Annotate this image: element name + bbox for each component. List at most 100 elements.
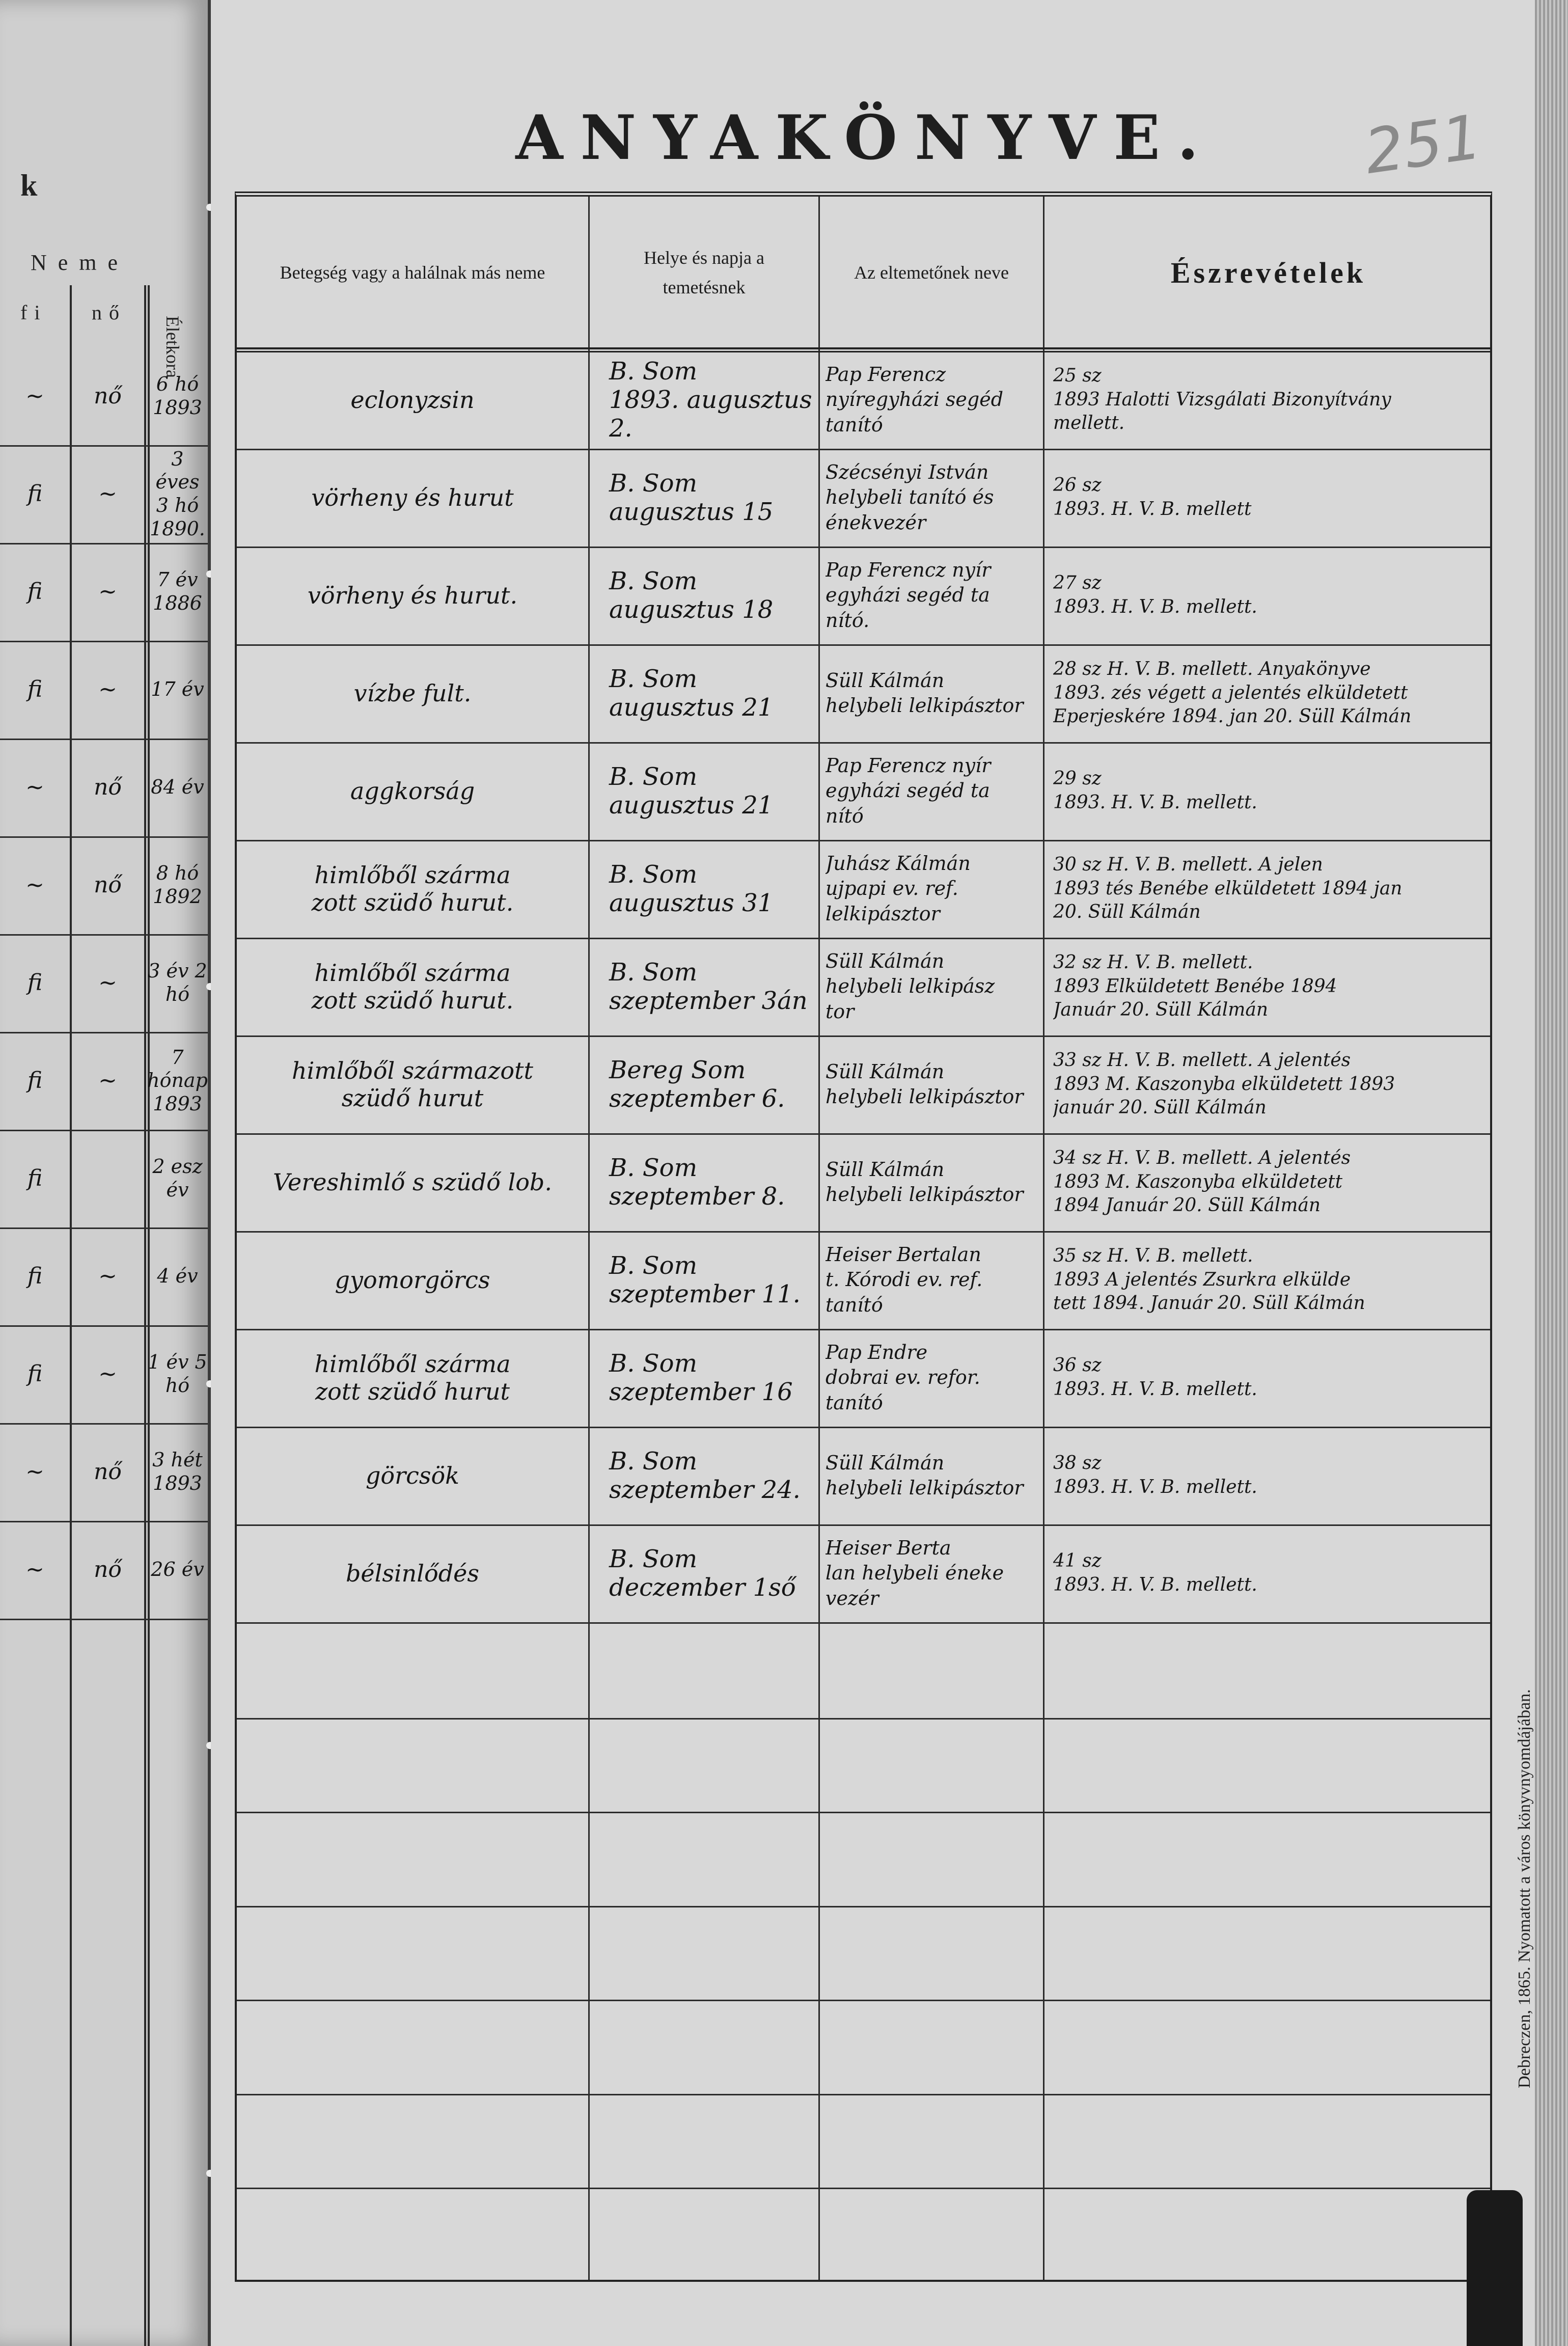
- burial-place-date-cell: B. Som szeptember 11.: [594, 1233, 830, 1327]
- lp-row-divider: [0, 739, 208, 740]
- female-cell: nő: [94, 1458, 122, 1485]
- officiant-name-cell-text: Süll Kálmán helybeli lelkipásztor: [826, 1451, 1024, 1499]
- officiant-name-cell-text: Juhász Kálmán ujpapi ev. ref. lelkipászt…: [826, 852, 971, 925]
- right-page: [211, 0, 1535, 2346]
- burial-place-date-cell: B. Som augusztus 15: [594, 450, 830, 545]
- register-title: ANYAKÖNYVE.: [515, 102, 1216, 174]
- cause-cell: gyomorgörcs: [241, 1233, 584, 1327]
- blank-row-divider: [237, 2000, 1490, 2002]
- officiant-name-cell: Süll Kálmán helybeli lelkipásztor: [826, 1428, 1039, 1523]
- remarks-cell-text: 36 sz 1893. H. V. B. mellett.: [1053, 1355, 1257, 1400]
- officiant-name-cell: Juhász Kálmán ujpapi ev. ref. lelkipászt…: [826, 841, 1039, 936]
- cause-cell: himlőből szárma zott szüdő hurut.: [241, 939, 584, 1034]
- age-cell: 8 hó 1892: [153, 862, 202, 908]
- remarks-cell: 36 sz 1893. H. V. B. mellett.: [1053, 1330, 1483, 1425]
- burial-place-date-cell-text: B. Som augusztus 15: [609, 469, 774, 526]
- cause-cell-text: himlőből szárma zott szüdő hurut.: [311, 959, 514, 1014]
- header-divider: [237, 347, 1490, 352]
- column-header-cause: Betegség vagy a halálnak más neme: [280, 262, 545, 283]
- cause-cell: vízbe fult.: [241, 646, 584, 741]
- female-cell: nő: [94, 871, 122, 898]
- row-divider: [237, 742, 1490, 744]
- female-cell: ~: [98, 480, 117, 507]
- officiant-name-cell-text: Heiser Bertalan t. Kórodi ev. ref. tanít…: [826, 1243, 983, 1316]
- lp-row-divider: [0, 1325, 208, 1327]
- officiant-name-cell-text: Pap Ferencz nyíregyházi segéd tanító: [826, 363, 1004, 436]
- blank-row-divider: [237, 2093, 1490, 2095]
- age-cell: 3 éves 3 hó 1890.: [150, 447, 205, 540]
- lp-divider: [148, 285, 150, 2346]
- lp-divider: [70, 285, 72, 2346]
- lp-row-divider: [0, 641, 208, 642]
- remarks-cell-text: 26 sz 1893. H. V. B. mellett: [1053, 475, 1252, 520]
- burial-place-date-cell: B. Som augusztus 21: [594, 744, 830, 838]
- remarks-cell: 34 sz H. V. B. mellett. A jelentés 1893 …: [1053, 1135, 1483, 1230]
- male-cell: fi: [27, 1067, 43, 1094]
- cause-cell-text: vízbe fult.: [353, 679, 472, 707]
- row-divider: [237, 1622, 1490, 1624]
- lp-divider: [144, 285, 146, 2346]
- printer-note: Debreczen, 1865. Nyomatott a város könyv…: [1515, 1689, 1534, 2088]
- officiant-name-cell: Pap Endre dobrai ev. refor. tanító: [826, 1330, 1039, 1425]
- cause-cell-text: himlőből szárma zott szüdő hurut: [314, 1350, 511, 1405]
- officiant-name-cell-text: Heiser Berta lan helybeli éneke vezér: [826, 1536, 1004, 1610]
- burial-place-date-cell: Bereg Som szeptember 6.: [594, 1037, 830, 1132]
- officiant-name-cell-text: Pap Ferencz nyír egyházi segéd ta nító.: [826, 558, 991, 632]
- lp-row-divider: [0, 543, 208, 544]
- remarks-cell-text: 41 sz 1893. H. V. B. mellett.: [1053, 1550, 1257, 1595]
- age-cell: 84 év: [151, 776, 204, 799]
- remarks-cell-text: 35 sz H. V. B. mellett. 1893 A jelentés …: [1053, 1245, 1365, 1314]
- left-page-heading-fragment: k: [20, 169, 38, 202]
- cause-cell: bélsinlődés: [241, 1526, 584, 1621]
- age-cell: 26 év: [151, 1558, 204, 1581]
- column-divider: [818, 197, 820, 2280]
- officiant-name-cell: Pap Ferencz nyíregyházi segéd tanító: [826, 352, 1039, 447]
- cause-cell-text: görcsök: [365, 1462, 460, 1489]
- row-divider: [237, 1231, 1490, 1233]
- burial-place-date-cell-text: B. Som szeptember 11.: [609, 1251, 801, 1308]
- burial-place-date-cell-text: B. Som augusztus 21: [609, 762, 774, 820]
- remarks-cell-text: 29 sz 1893. H. V. B. mellett.: [1053, 768, 1257, 813]
- officiant-name-cell: Süll Kálmán helybeli lelkipász tor: [826, 939, 1039, 1034]
- burial-place-date-cell-text: B. Som augusztus 31: [609, 860, 774, 917]
- cause-cell-text: Vereshimlő s szüdő lob.: [273, 1168, 552, 1196]
- age-cell: 7 év 1886: [153, 568, 202, 614]
- lp-row-divider: [0, 836, 208, 838]
- lp-row-divider: [0, 1032, 208, 1033]
- burial-place-date-cell: B. Som augusztus 31: [594, 841, 830, 936]
- burial-place-date-cell-text: B. Som augusztus 21: [609, 665, 774, 722]
- female-cell: ~: [98, 578, 117, 605]
- row-divider: [237, 547, 1490, 548]
- cause-cell-text: vörheny és hurut.: [307, 582, 518, 609]
- page-edges: [1535, 0, 1568, 2346]
- burial-place-date-cell: B. Som szeptember 24.: [594, 1428, 830, 1523]
- burial-place-date-cell-text: Bereg Som szeptember 6.: [609, 1056, 785, 1113]
- officiant-name-cell: Pap Ferencz nyír egyházi segéd ta nító: [826, 744, 1039, 838]
- officiant-name-cell: Süll Kálmán helybeli lelkipásztor: [826, 646, 1039, 741]
- cause-cell-text: himlőből szárma zott szüdő hurut.: [311, 861, 514, 916]
- row-divider: [237, 449, 1490, 450]
- row-divider: [237, 1524, 1490, 1526]
- burial-place-date-cell-text: B. Som szeptember 16: [609, 1349, 793, 1406]
- male-cell: fi: [27, 578, 43, 605]
- cause-cell-text: aggkorság: [350, 777, 475, 805]
- remarks-cell-text: 38 sz 1893. H. V. B. mellett.: [1053, 1453, 1257, 1497]
- male-header: fi: [20, 301, 47, 324]
- remarks-cell: 32 sz H. V. B. mellett. 1893 Elküldetett…: [1053, 939, 1483, 1034]
- male-cell: fi: [27, 969, 43, 996]
- male-cell: ~: [25, 1458, 44, 1485]
- row-divider: [237, 840, 1490, 841]
- male-cell: fi: [27, 480, 43, 507]
- remarks-cell: 38 sz 1893. H. V. B. mellett.: [1053, 1428, 1483, 1523]
- burial-place-date-cell-text: B. Som szeptember 24.: [609, 1447, 801, 1504]
- officiant-name-cell-text: Szécsényi István helybeli tanító és ének…: [826, 460, 994, 534]
- age-cell: 2 esz év: [152, 1155, 203, 1201]
- officiant-name-cell: Heiser Bertalan t. Kórodi ev. ref. tanít…: [826, 1233, 1039, 1327]
- remarks-cell-text: 33 sz H. V. B. mellett. A jelentés 1893 …: [1053, 1049, 1395, 1119]
- female-cell: nő: [94, 383, 122, 409]
- row-divider: [237, 644, 1490, 646]
- male-cell: fi: [27, 1263, 43, 1289]
- row-divider: [237, 1329, 1490, 1330]
- officiant-name-cell-text: Pap Endre dobrai ev. refor. tanító: [826, 1341, 980, 1414]
- female-cell: [71, 1130, 144, 1227]
